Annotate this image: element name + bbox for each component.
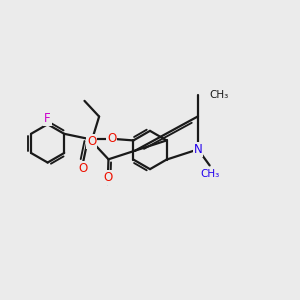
Text: F: F — [44, 112, 51, 125]
Text: CH₃: CH₃ — [210, 90, 229, 100]
Text: O: O — [107, 132, 116, 145]
Text: O: O — [87, 135, 96, 148]
Text: O: O — [103, 171, 112, 184]
Text: O: O — [78, 162, 88, 175]
Text: N: N — [194, 143, 202, 156]
Text: CH₃: CH₃ — [200, 169, 219, 179]
Text: O: O — [107, 132, 116, 145]
